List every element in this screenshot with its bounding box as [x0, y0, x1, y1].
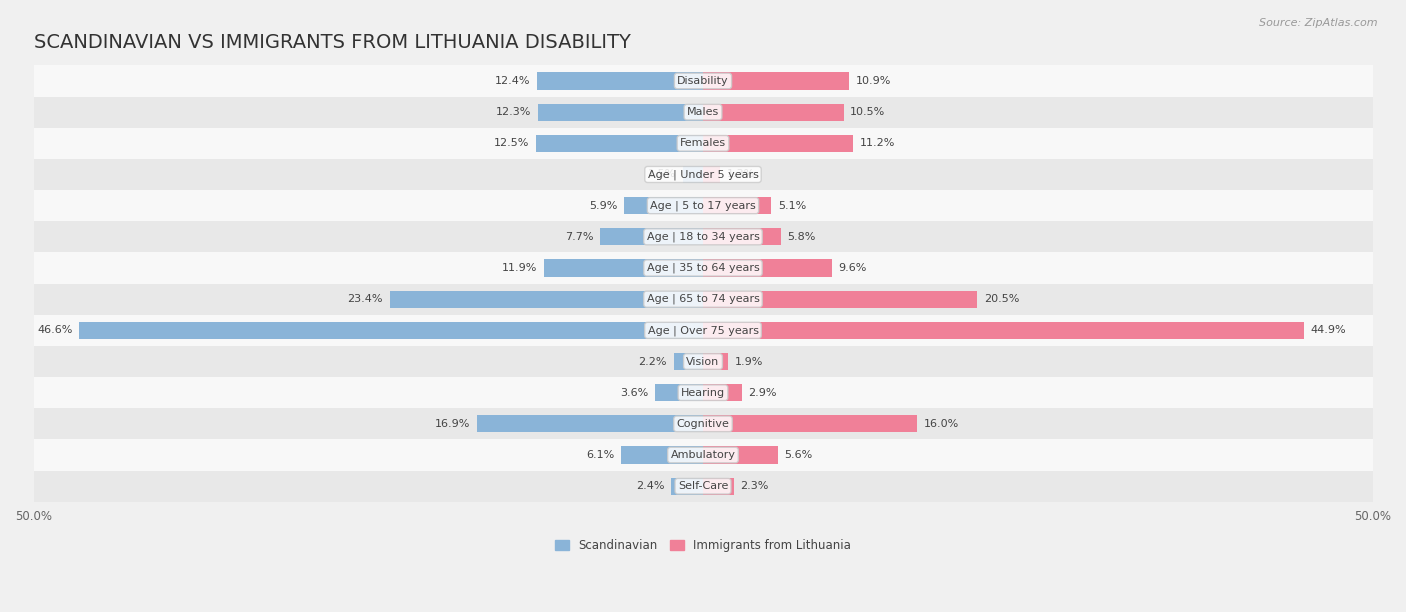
Bar — [538, 103, 703, 121]
Bar — [536, 135, 703, 152]
Bar — [34, 128, 1372, 159]
Text: 2.9%: 2.9% — [748, 387, 778, 398]
Bar — [703, 166, 720, 183]
Text: 5.9%: 5.9% — [589, 201, 617, 211]
Text: 12.3%: 12.3% — [496, 107, 531, 117]
Bar — [683, 166, 703, 183]
Bar — [703, 447, 778, 464]
Bar — [34, 408, 1372, 439]
Bar — [537, 72, 703, 89]
Text: Females: Females — [681, 138, 725, 148]
Bar — [34, 221, 1372, 252]
Bar — [34, 439, 1372, 471]
Text: 9.6%: 9.6% — [838, 263, 866, 273]
Text: Source: ZipAtlas.com: Source: ZipAtlas.com — [1260, 18, 1378, 28]
Text: 1.5%: 1.5% — [648, 170, 676, 179]
Bar — [79, 322, 703, 339]
Text: 7.7%: 7.7% — [565, 232, 593, 242]
Bar — [624, 197, 703, 214]
Text: 5.8%: 5.8% — [787, 232, 815, 242]
Text: 44.9%: 44.9% — [1310, 326, 1347, 335]
Text: 2.3%: 2.3% — [741, 481, 769, 491]
Text: Vision: Vision — [686, 357, 720, 367]
Legend: Scandinavian, Immigrants from Lithuania: Scandinavian, Immigrants from Lithuania — [550, 534, 856, 556]
Text: 1.3%: 1.3% — [727, 170, 755, 179]
Text: Age | 65 to 74 years: Age | 65 to 74 years — [647, 294, 759, 304]
Text: 2.2%: 2.2% — [638, 357, 666, 367]
Text: 10.9%: 10.9% — [856, 76, 891, 86]
Bar — [703, 103, 844, 121]
Bar — [703, 72, 849, 89]
Text: 10.5%: 10.5% — [851, 107, 886, 117]
Text: 5.6%: 5.6% — [785, 450, 813, 460]
Text: SCANDINAVIAN VS IMMIGRANTS FROM LITHUANIA DISABILITY: SCANDINAVIAN VS IMMIGRANTS FROM LITHUANI… — [34, 34, 630, 53]
Text: 16.9%: 16.9% — [434, 419, 470, 429]
Bar — [34, 97, 1372, 128]
Bar — [703, 477, 734, 494]
Text: 12.5%: 12.5% — [494, 138, 529, 148]
Text: Age | 18 to 34 years: Age | 18 to 34 years — [647, 231, 759, 242]
Bar — [703, 322, 1305, 339]
Bar — [703, 259, 831, 277]
Text: 1.9%: 1.9% — [735, 357, 763, 367]
Bar — [703, 353, 728, 370]
Bar — [34, 190, 1372, 221]
Text: 11.2%: 11.2% — [859, 138, 896, 148]
Text: Hearing: Hearing — [681, 387, 725, 398]
Text: 20.5%: 20.5% — [984, 294, 1019, 304]
Text: 23.4%: 23.4% — [347, 294, 382, 304]
Text: 11.9%: 11.9% — [502, 263, 537, 273]
Bar — [703, 416, 917, 433]
Bar — [703, 135, 853, 152]
Bar — [34, 346, 1372, 377]
Text: Ambulatory: Ambulatory — [671, 450, 735, 460]
Bar — [34, 283, 1372, 315]
Text: 6.1%: 6.1% — [586, 450, 614, 460]
Text: Age | Over 75 years: Age | Over 75 years — [648, 325, 758, 335]
Bar — [673, 353, 703, 370]
Text: Age | 5 to 17 years: Age | 5 to 17 years — [650, 200, 756, 211]
Text: 3.6%: 3.6% — [620, 387, 648, 398]
Bar — [34, 65, 1372, 97]
Bar — [544, 259, 703, 277]
Bar — [34, 159, 1372, 190]
Text: 46.6%: 46.6% — [37, 326, 72, 335]
Bar — [621, 447, 703, 464]
Text: 2.4%: 2.4% — [636, 481, 664, 491]
Text: Age | Under 5 years: Age | Under 5 years — [648, 170, 758, 180]
Bar — [34, 315, 1372, 346]
Text: 16.0%: 16.0% — [924, 419, 959, 429]
Bar — [655, 384, 703, 401]
Bar — [703, 384, 742, 401]
Text: 5.1%: 5.1% — [778, 201, 806, 211]
Bar — [34, 471, 1372, 502]
Text: Self-Care: Self-Care — [678, 481, 728, 491]
Bar — [671, 477, 703, 494]
Bar — [477, 416, 703, 433]
Bar — [703, 228, 780, 245]
Bar — [600, 228, 703, 245]
Bar — [703, 197, 772, 214]
Text: Cognitive: Cognitive — [676, 419, 730, 429]
Bar — [34, 252, 1372, 283]
Text: Males: Males — [688, 107, 718, 117]
Bar — [703, 291, 977, 308]
Text: Age | 35 to 64 years: Age | 35 to 64 years — [647, 263, 759, 273]
Bar — [34, 377, 1372, 408]
Text: 12.4%: 12.4% — [495, 76, 530, 86]
Text: Disability: Disability — [678, 76, 728, 86]
Bar — [389, 291, 703, 308]
